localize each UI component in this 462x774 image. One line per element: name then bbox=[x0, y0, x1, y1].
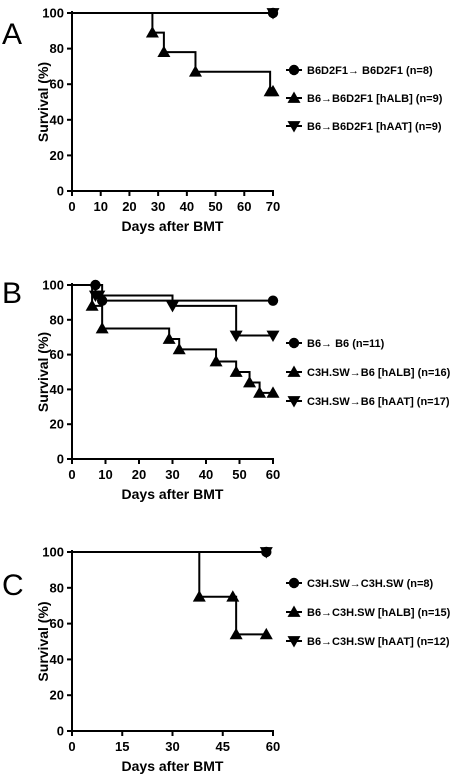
y-axis-title: Survival (%) bbox=[35, 62, 51, 142]
series-3-point bbox=[229, 330, 243, 342]
y-tick-label: 0 bbox=[57, 452, 64, 467]
series-2-point bbox=[226, 590, 240, 602]
series-2-point bbox=[162, 332, 176, 344]
series-3-point bbox=[266, 8, 280, 20]
x-tick-label: 20 bbox=[132, 467, 146, 482]
x-tick-label: 50 bbox=[232, 467, 246, 482]
legend-marker bbox=[287, 636, 301, 648]
y-axis-title: Survival (%) bbox=[35, 332, 51, 412]
y-axis-title: Survival (%) bbox=[35, 601, 51, 681]
legend-marker bbox=[287, 605, 301, 617]
x-tick-label: 60 bbox=[266, 739, 280, 754]
legend-label: B6→C3H.SW [hAAT] (n=12) bbox=[307, 636, 450, 648]
legend-label: B6→ B6 (n=11) bbox=[307, 338, 385, 350]
series-2-point bbox=[243, 375, 257, 388]
y-tick-label: 80 bbox=[50, 41, 64, 56]
legend-label: C3H.SW→B6 [hAAT] (n=17) bbox=[307, 396, 450, 408]
y-tick-label: 0 bbox=[57, 184, 64, 199]
x-axis-title: Days after BMT bbox=[122, 758, 224, 774]
y-tick-label: 40 bbox=[50, 382, 64, 397]
legend-label: C3H.SW→B6 [hALB] (n=16) bbox=[307, 367, 451, 379]
series-line-3 bbox=[72, 284, 273, 337]
panel-C: C 0 20 40 60 80 100 0 15 30 45 60 Days after BMT Surv… bbox=[2, 545, 451, 774]
y-tick-label: 80 bbox=[50, 580, 64, 595]
y-tick-label: 100 bbox=[42, 278, 64, 293]
x-tick-label: 0 bbox=[68, 467, 75, 482]
y-tick-label: 20 bbox=[50, 688, 64, 703]
x-tick-label: 0 bbox=[68, 739, 75, 754]
series-line-2 bbox=[72, 551, 267, 636]
x-tick-label: 50 bbox=[208, 199, 222, 214]
series-2-point bbox=[192, 590, 206, 602]
series-2-point bbox=[229, 627, 243, 640]
x-tick-label: 30 bbox=[151, 199, 165, 214]
x-tick-label: 10 bbox=[93, 199, 107, 214]
panel-A: A 0 20 40 60 80 100 0 10 20 30 40 50 60 70 Days after B… bbox=[2, 6, 443, 235]
legend-label: C3H.SW→C3H.SW (n=8) bbox=[307, 578, 434, 590]
series-2-point bbox=[145, 26, 159, 38]
x-axis-title: Days after BMT bbox=[122, 486, 224, 502]
x-tick-label: 20 bbox=[122, 199, 136, 214]
panel-label: A bbox=[2, 18, 22, 51]
series-line-2 bbox=[72, 12, 273, 93]
x-tick-label: 70 bbox=[266, 199, 280, 214]
series-2-point bbox=[209, 355, 223, 367]
series-2-point bbox=[253, 386, 267, 398]
y-tick-label: 80 bbox=[50, 312, 64, 327]
y-tick-label: 100 bbox=[42, 6, 64, 21]
x-tick-label: 60 bbox=[266, 467, 280, 482]
y-tick-label: 40 bbox=[50, 112, 64, 127]
legend-marker bbox=[288, 577, 300, 589]
series-2-point bbox=[172, 342, 186, 355]
y-tick-label: 60 bbox=[50, 347, 64, 362]
legend-marker bbox=[287, 91, 301, 103]
x-tick-label: 30 bbox=[165, 467, 179, 482]
y-tick-label: 60 bbox=[50, 616, 64, 631]
series-2-point bbox=[95, 322, 109, 334]
x-tick-label: 40 bbox=[180, 199, 194, 214]
y-tick-label: 40 bbox=[50, 652, 64, 667]
series-3-point bbox=[92, 290, 106, 302]
series-1-point bbox=[267, 295, 279, 306]
legend-marker bbox=[288, 64, 300, 76]
legend-label: B6→B6D2F1 [hALB] (n=9) bbox=[307, 93, 443, 105]
legend-label: B6→C3H.SW [hALB] (n=15) bbox=[307, 607, 451, 619]
panel-label: C bbox=[2, 569, 24, 602]
x-tick-label: 40 bbox=[199, 467, 213, 482]
y-tick-label: 0 bbox=[57, 724, 64, 739]
legend-marker bbox=[287, 121, 301, 133]
x-tick-label: 0 bbox=[68, 199, 75, 214]
series-2-point bbox=[229, 365, 243, 377]
series-2-point bbox=[157, 45, 171, 58]
y-tick-label: 60 bbox=[50, 77, 64, 92]
x-tick-label: 30 bbox=[165, 739, 179, 754]
series-3-point bbox=[259, 547, 273, 559]
x-tick-label: 45 bbox=[216, 739, 230, 754]
y-tick-label: 20 bbox=[50, 148, 64, 163]
panel-B: B 0 20 40 60 80 100 0 10 20 30 40 50 60 Days after BMT… bbox=[2, 277, 451, 502]
legend-marker bbox=[288, 337, 300, 349]
series-2-point bbox=[266, 386, 280, 398]
series-3-point bbox=[266, 330, 280, 342]
series-2-point bbox=[259, 627, 273, 640]
legend-label: B6→B6D2F1 [hAAT] (n=9) bbox=[307, 121, 442, 133]
series-2-point bbox=[266, 84, 280, 97]
x-tick-label: 15 bbox=[115, 739, 129, 754]
panel-label: B bbox=[2, 277, 22, 310]
legend-marker bbox=[287, 365, 301, 377]
x-tick-label: 60 bbox=[237, 199, 251, 214]
series-2-point bbox=[188, 65, 202, 77]
series-3-point bbox=[166, 301, 179, 313]
x-tick-label: 10 bbox=[98, 467, 112, 482]
legend-marker bbox=[287, 396, 301, 408]
legend-label: B6D2F1→ B6D2F1 (n=8) bbox=[307, 65, 433, 77]
series-2-point bbox=[85, 299, 99, 311]
y-tick-label: 20 bbox=[50, 417, 64, 432]
y-tick-label: 100 bbox=[42, 545, 64, 560]
x-axis-title: Days after BMT bbox=[122, 218, 224, 234]
